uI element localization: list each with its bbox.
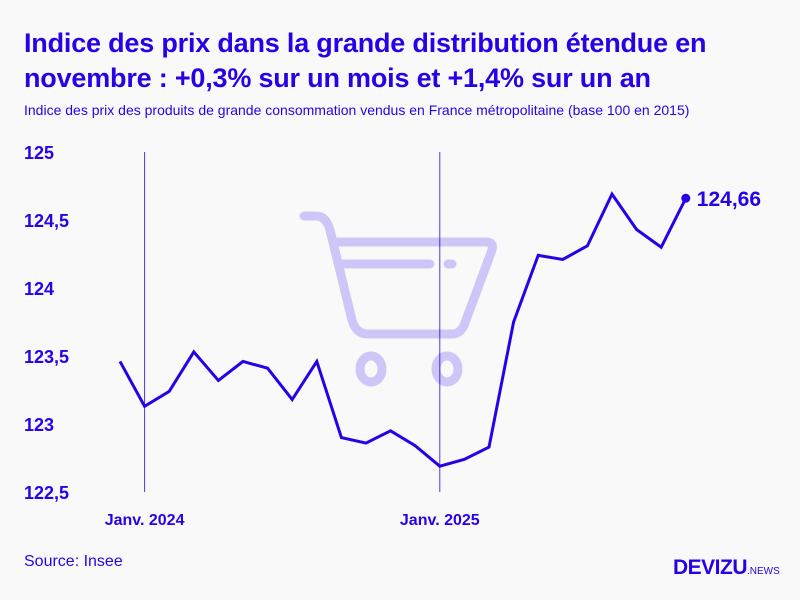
chart-title: Indice des prix dans la grande distribut… [24, 28, 707, 93]
chart-subtitle: Indice des prix des produits de grande c… [24, 102, 690, 118]
last-value-label: 124,66 [697, 188, 761, 211]
logo-main: DEVIZU [673, 556, 748, 579]
y-tick-label: 123 [24, 415, 54, 435]
series-line [118, 191, 688, 468]
y-tick-label: 124,5 [24, 211, 69, 231]
last-data-point [681, 193, 691, 203]
x-tick-label: Janv. 2025 [400, 512, 480, 529]
source-note: Source: Insee [24, 553, 123, 570]
logo-suffix: .NEWS [747, 566, 780, 577]
shopping-cart-icon [299, 211, 497, 387]
y-tick-label: 125 [24, 143, 54, 163]
y-tick-label: 124 [24, 279, 54, 299]
y-tick-label: 122,5 [24, 483, 69, 503]
x-tick-label: Janv. 2024 [105, 512, 185, 529]
y-tick-label: 123,5 [24, 347, 69, 367]
devizu-logo: DEVIZU.NEWS [673, 556, 780, 580]
